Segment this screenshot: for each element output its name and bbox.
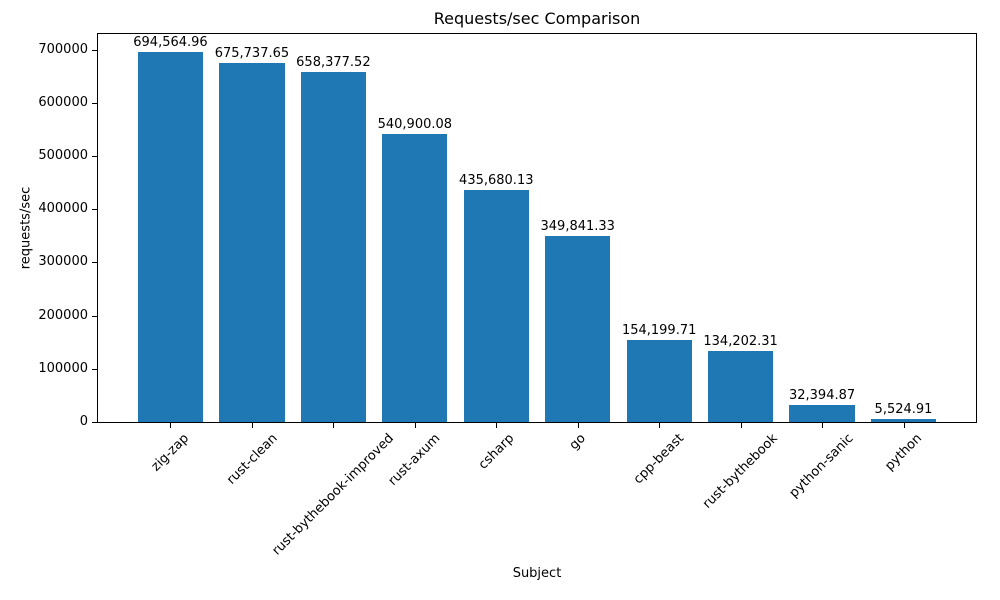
x-tick-label: zig-zap	[149, 431, 193, 475]
bar	[626, 339, 692, 422]
bar-value-label: 349,841.33	[540, 218, 615, 234]
x-tick-label: python-sanic	[787, 431, 857, 501]
y-tick-mark	[92, 368, 97, 370]
y-tick-mark	[92, 155, 97, 157]
bar-value-label: 694,564.96	[133, 35, 208, 51]
x-tick-label: rust-clean	[223, 431, 281, 488]
y-tick-label: 400000	[38, 200, 88, 216]
x-tick-label: cpp-beast	[631, 431, 688, 488]
bar-value-label: 540,900.08	[377, 117, 453, 133]
bar-value-label: 435,680.13	[459, 173, 534, 189]
x-tick-mark	[333, 423, 335, 428]
bar-value-label: 658,377.52	[296, 54, 371, 70]
bar	[708, 350, 774, 422]
x-tick-label: go	[566, 431, 589, 454]
x-tick-mark	[577, 423, 579, 428]
x-tick-label: csharp	[475, 431, 517, 473]
y-tick-mark	[92, 315, 97, 317]
bar	[382, 134, 448, 422]
bar	[137, 52, 204, 422]
y-tick-mark	[92, 422, 97, 423]
chart-title: Requests/sec Comparison	[433, 9, 641, 28]
plot-area: 0 100000 200000 300000 400000 500000 600000 700…	[38, 33, 977, 558]
x-tick-label: python	[882, 431, 926, 474]
bar-value-label: 32,394.87	[788, 387, 856, 403]
x-tick-label: rust-bythebook	[700, 431, 782, 512]
x-tick-mark	[414, 423, 416, 428]
y-tick-label: 600000	[38, 94, 88, 110]
y-tick-label: 300000	[38, 254, 88, 270]
y-tick-label: 500000	[38, 147, 88, 163]
bar	[300, 71, 366, 422]
bar-value-label: 154,199.71	[621, 322, 697, 338]
x-tick-mark	[251, 423, 253, 428]
y-axis-label: requests/sec	[18, 186, 34, 270]
bar-value-label: 134,202.31	[703, 333, 778, 349]
y-tick-mark	[92, 102, 97, 104]
y-tick-label: 100000	[38, 360, 88, 376]
bar	[545, 235, 611, 422]
y-tick-mark	[92, 49, 97, 51]
y-tick-mark	[92, 209, 97, 211]
bar	[219, 62, 285, 422]
x-axis-label: Subject	[512, 566, 562, 581]
x-tick-mark	[170, 423, 172, 428]
y-tick-label: 200000	[38, 307, 88, 323]
x-tick-mark	[822, 423, 824, 428]
bar	[870, 419, 937, 422]
x-tick-mark	[903, 423, 905, 428]
x-tick-mark	[496, 423, 498, 428]
x-tick-label: rust-bythebook-improved	[269, 431, 398, 559]
y-tick-label: 0	[79, 413, 88, 429]
y-tick-mark	[92, 262, 97, 264]
x-tick-mark	[659, 423, 661, 428]
bar-value-label: 675,737.65	[214, 45, 290, 61]
bar	[463, 190, 529, 422]
bar-value-label: 5,524.91	[874, 402, 933, 418]
bar	[789, 404, 855, 422]
x-tick-mark	[740, 423, 742, 428]
y-tick-label: 700000	[38, 41, 88, 57]
